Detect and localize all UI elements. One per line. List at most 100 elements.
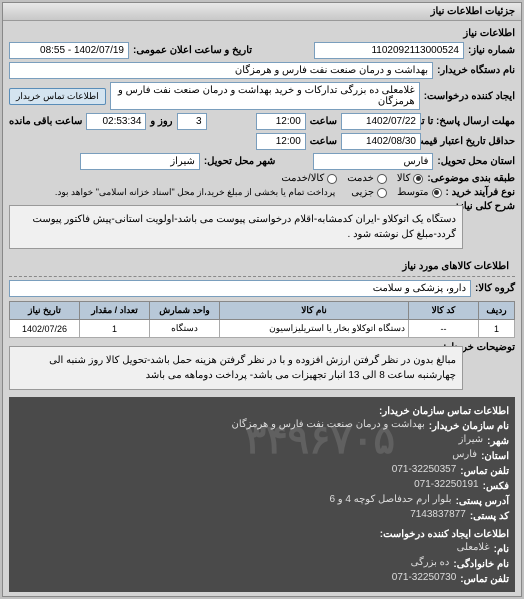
row-description: شرح کلی نیاز: دستگاه یک اتوکلاو -ایران ک… <box>9 201 515 253</box>
row-buyer-note: توضیحات خریدار: مبالغ بدون در نظر گرفتن … <box>9 342 515 394</box>
table-header-row: ردیف کد کالا نام کالا واحد شمارش تعداد /… <box>10 302 515 320</box>
row-purchase-type: نوع فرآیند خرید : متوسط جزیی پرداخت تمام… <box>9 187 515 198</box>
cell-row: 1 <box>479 320 515 338</box>
panel-body: اطلاعات نیاز شماره نیاز: 110209211300052… <box>3 21 521 596</box>
request-number-field: 1102092113000524 <box>314 42 464 59</box>
contact-creator-header: اطلاعات ایجاد کننده درخواست: <box>15 529 509 540</box>
radio-icon <box>413 174 423 184</box>
buyer-note-box: مبالغ بدون در نظر گرفتن ارزش افزوده و با… <box>9 346 463 390</box>
details-panel: جزئیات اطلاعات نیاز اطلاعات نیاز شماره ن… <box>2 2 522 597</box>
row-goods-group: گروه کالا: دارو، پزشکی و سلامت <box>9 280 515 297</box>
purchase-radiogroup: متوسط جزیی <box>351 187 441 198</box>
table-row[interactable]: 1 -- دستگاه اتوکلاو بخار یا استریلیزاسیو… <box>10 320 515 338</box>
contact-addr-label: آدرس پستی: <box>456 496 509 507</box>
radio-icon <box>377 174 387 184</box>
contact-post-label: کد پستی: <box>470 511 509 522</box>
goods-section-title: اطلاعات کالاهای مورد نیاز <box>9 257 515 277</box>
request-number-label: شماره نیاز: <box>468 45 515 56</box>
contact-section: ۳۴۹۶۷۰۵ اطلاعات تماس سازمان خریدار: نام … <box>9 397 515 592</box>
packaging-option-kala[interactable]: کالا <box>397 173 424 184</box>
delivery-city-label: شهر محل تحویل: <box>204 156 276 167</box>
cell-code: -- <box>409 320 479 338</box>
row-packaging: طبقه بندی موضوعی: کالا خدمت کالا/خدمت <box>9 173 515 184</box>
th-name: نام کالا <box>220 302 409 320</box>
th-row: ردیف <box>479 302 515 320</box>
announce-date-field: 1402/07/19 - 08:55 <box>9 42 129 59</box>
row-creator: ایجاد کننده درخواست: غلامعلی ده بزرگی تد… <box>9 82 515 110</box>
contact-fax-label: فکس: <box>483 481 509 492</box>
credit-deadline-label: حداقل تاریخ اعتبار قیمت: تا تاریخ: <box>425 136 515 147</box>
radio-label: متوسط <box>397 187 428 198</box>
delivery-province-label: استان محل تحویل: <box>437 156 515 167</box>
credit-time-field: 12:00 <box>256 133 306 150</box>
contact-city-label: شهر: <box>487 436 509 447</box>
creator-family-label: نام خانوادگی: <box>453 559 509 570</box>
contact-prov-label: استان: <box>481 451 509 462</box>
reply-date-field: 1402/07/22 <box>341 113 421 130</box>
org-name-label: نام سازمان خریدار: <box>429 421 509 432</box>
packaging-label: طبقه بندی موضوعی: <box>427 173 515 184</box>
row-credit-deadline: حداقل تاریخ اعتبار قیمت: تا تاریخ: 1402/… <box>9 133 515 150</box>
creator-name-label: نام: <box>494 544 509 555</box>
purchase-note: پرداخت تمام یا بخشی از مبلغ خرید،از محل … <box>55 187 335 198</box>
remain-days-label: روز و <box>150 116 172 127</box>
announce-date-label: تاریخ و ساعت اعلان عمومی: <box>133 45 252 56</box>
time-word-2: ساعت <box>310 136 337 147</box>
contact-tel-value: 071-32250357 <box>392 464 457 475</box>
packaging-radiogroup: کالا خدمت کالا/خدمت <box>281 173 423 184</box>
row-delivery-location: استان محل تحویل: فارس شهر محل تحویل: شیر… <box>9 153 515 170</box>
row-reply-deadline: مهلت ارسال پاسخ: تا تاریخ: 1402/07/22 سا… <box>9 113 515 130</box>
buyer-field: بهداشت و درمان صنعت نفت فارس و هرمزگان <box>9 62 433 79</box>
buyer-label: نام دستگاه خریدار: <box>437 65 515 76</box>
radio-label: خدمت <box>347 173 374 184</box>
radio-icon <box>377 188 387 198</box>
creator-label: ایجاد کننده درخواست: <box>424 91 515 102</box>
cell-date: 1402/07/26 <box>10 320 80 338</box>
goods-group-label: گروه کالا: <box>475 283 515 294</box>
reply-time-field: 12:00 <box>256 113 306 130</box>
cell-name: دستگاه اتوکلاو بخار یا استریلیزاسیون <box>220 320 409 338</box>
th-date: تاریخ نیاز <box>10 302 80 320</box>
credit-date-field: 1402/08/30 <box>341 133 421 150</box>
need-info-title-row: اطلاعات نیاز <box>9 28 515 39</box>
packaging-option-both[interactable]: کالا/خدمت <box>281 173 337 184</box>
time-word-1: ساعت <box>310 116 337 127</box>
radio-label: کالا/خدمت <box>281 173 324 184</box>
description-label: شرح کلی نیاز: <box>467 201 515 212</box>
cell-qty: 1 <box>80 320 150 338</box>
contact-fax-value: 071-32250191 <box>414 479 479 490</box>
contact-post-value: 7143837877 <box>410 509 466 520</box>
packaging-option-khedmat[interactable]: خدمت <box>347 173 387 184</box>
goods-group-field: دارو، پزشکی و سلامت <box>9 280 471 297</box>
contact-org-header: اطلاعات تماس سازمان خریدار: <box>15 406 509 417</box>
reply-deadline-label: مهلت ارسال پاسخ: تا تاریخ: <box>425 116 515 127</box>
remain-days-field: 3 <box>177 113 207 130</box>
contact-tel-label: تلفن تماس: <box>460 466 509 477</box>
contact-addr-value: بلوار ارم حدفاصل کوچه 4 و 6 <box>329 494 451 505</box>
creator-tel-value: 071-32250730 <box>392 572 457 583</box>
th-unit: واحد شمارش <box>150 302 220 320</box>
creator-field: غلامعلی ده بزرگی تدارکات و خرید بهداشت و… <box>110 82 420 110</box>
radio-icon <box>327 174 337 184</box>
radio-label: جزیی <box>351 187 374 198</box>
delivery-province-field: فارس <box>313 153 433 170</box>
purchase-option-medium[interactable]: متوسط <box>397 187 441 198</box>
goods-table: ردیف کد کالا نام کالا واحد شمارش تعداد /… <box>9 301 515 338</box>
panel-header[interactable]: جزئیات اطلاعات نیاز <box>3 3 521 21</box>
contact-city-value: شیراز <box>459 434 484 445</box>
th-code: کد کالا <box>409 302 479 320</box>
radio-icon <box>432 188 442 198</box>
row-request-number: شماره نیاز: 1102092113000524 تاریخ و ساع… <box>9 42 515 59</box>
contact-prov-value: فارس <box>452 449 477 460</box>
creator-family-value: ده بزرگی <box>411 557 450 568</box>
cell-unit: دستگاه <box>150 320 220 338</box>
radio-label: کالا <box>397 173 411 184</box>
purchase-option-minor[interactable]: جزیی <box>351 187 387 198</box>
org-name-value: بهداشت و درمان صنعت نفت فارس و هرمزگان <box>232 419 425 430</box>
creator-name-value: غلامعلی <box>457 542 490 553</box>
buyer-contact-button[interactable]: اطلاعات تماس خریدار <box>9 88 106 105</box>
purchase-type-label: نوع فرآیند خرید : <box>446 187 515 198</box>
row-buyer: نام دستگاه خریدار: بهداشت و درمان صنعت ن… <box>9 62 515 79</box>
remain-time-label: ساعت باقی مانده <box>9 116 82 127</box>
description-box: دستگاه یک اتوکلاو -ایران کدمشابه-اقلام د… <box>9 205 463 249</box>
